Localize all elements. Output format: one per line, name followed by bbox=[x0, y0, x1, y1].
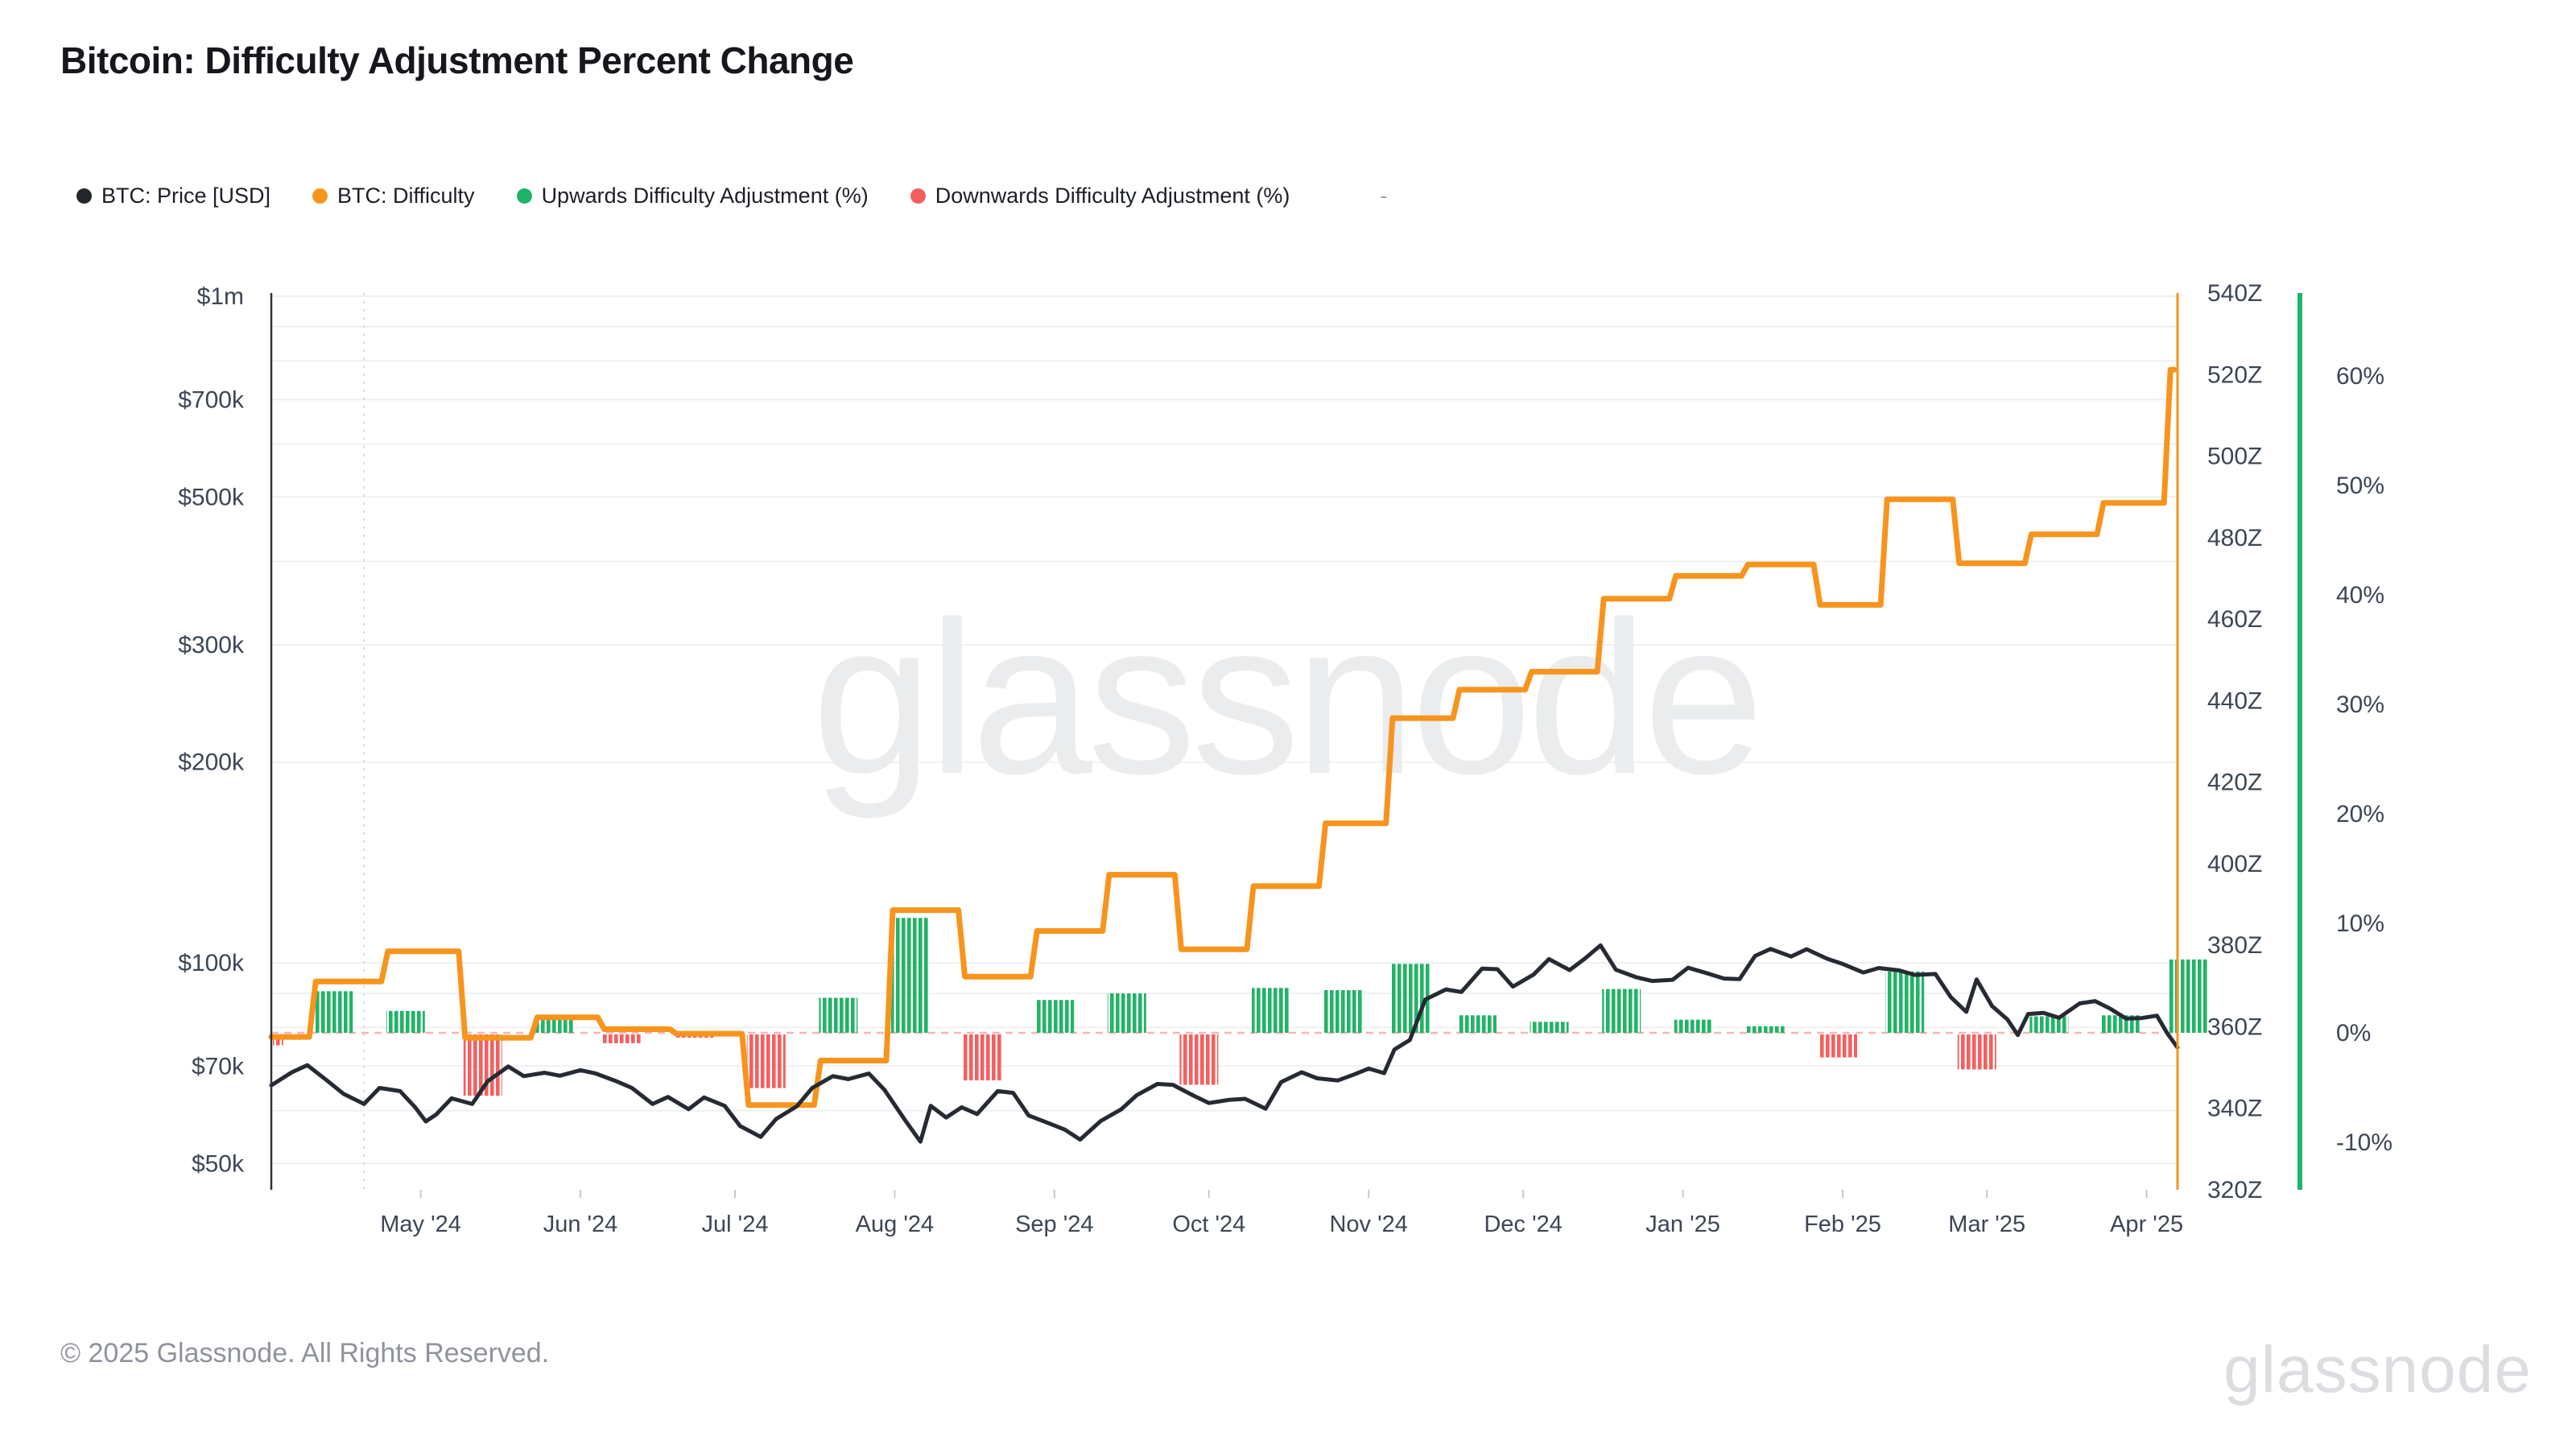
upward-adjustment-bar bbox=[819, 997, 858, 1033]
x-axis-month-label: Jan '25 bbox=[1645, 1212, 1720, 1237]
page-title: Bitcoin: Difficulty Adjustment Percent C… bbox=[60, 39, 854, 81]
x-axis-month-label: Nov '24 bbox=[1329, 1212, 1407, 1237]
difficulty-axis-label: 360Z bbox=[2207, 1013, 2262, 1040]
price-axis-label: $70k bbox=[192, 1053, 245, 1080]
upward-adjustment-bar bbox=[1746, 1026, 1785, 1033]
x-axis-month-label: Jul '24 bbox=[702, 1212, 769, 1237]
price-axis-label: $1m bbox=[197, 283, 244, 310]
upward-adjustment-bar bbox=[2169, 959, 2208, 1033]
percent-axis-label: 30% bbox=[2336, 691, 2384, 718]
difficulty-axis-label: 380Z bbox=[2207, 932, 2262, 959]
x-axis-month-label: Oct '24 bbox=[1172, 1212, 1245, 1237]
upward-adjustment-bar bbox=[1252, 988, 1290, 1033]
upward-adjustment-bar bbox=[1885, 971, 1925, 1033]
price-axis-label: $100k bbox=[178, 950, 245, 976]
percent-axis-label: 40% bbox=[2336, 582, 2384, 609]
legend-item-label: BTC: Price [USD] bbox=[101, 184, 271, 208]
upward-adjustment-bar bbox=[535, 1017, 575, 1033]
difficulty-axis-label: 420Z bbox=[2207, 770, 2262, 796]
price-axis-label: $50k bbox=[192, 1150, 245, 1177]
upward-adjustment-bar bbox=[1530, 1022, 1569, 1033]
upward-adjustment-bar bbox=[1602, 989, 1641, 1033]
difficulty-step-line bbox=[268, 366, 2178, 1108]
glassnode-logo: glassnode bbox=[2223, 1333, 2532, 1406]
downward-adjustment-bar bbox=[963, 1034, 1002, 1081]
legend-item-label: Upwards Difficulty Adjustment (%) bbox=[541, 184, 869, 208]
percent-axis-label: 0% bbox=[2336, 1020, 2371, 1046]
upward-adjustment-bar bbox=[1674, 1019, 1713, 1033]
difficulty-axis-label: 520Z bbox=[2207, 361, 2262, 388]
percent-axis-label: 60% bbox=[2336, 363, 2384, 390]
upward-adjustment-bar bbox=[891, 918, 930, 1033]
upward-adjustment-bar bbox=[314, 991, 353, 1033]
legend-dot-icon bbox=[910, 188, 926, 204]
x-axis-month-label: Aug '24 bbox=[856, 1212, 934, 1237]
price-axis-label: $200k bbox=[178, 749, 245, 776]
difficulty-axis-label: 440Z bbox=[2207, 687, 2262, 714]
x-axis-month-label: Feb '25 bbox=[1804, 1212, 1881, 1237]
legend-trailing-dash: - bbox=[1380, 184, 1388, 208]
x-axis-month-label: Sep '24 bbox=[1015, 1212, 1093, 1237]
upward-adjustment-bar bbox=[386, 1010, 425, 1033]
x-axis-month-label: Jun '24 bbox=[543, 1212, 618, 1237]
downward-adjustment-bar bbox=[1957, 1034, 1996, 1070]
downward-adjustment-bar bbox=[1179, 1034, 1219, 1085]
difficulty-axis-label: 460Z bbox=[2207, 606, 2262, 633]
price-axis-label: $700k bbox=[178, 386, 245, 413]
legend-item-label: BTC: Difficulty bbox=[337, 184, 475, 208]
upward-adjustment-bar bbox=[1035, 1000, 1075, 1033]
price-axis-label: $500k bbox=[178, 484, 245, 510]
difficulty-axis-label: 340Z bbox=[2207, 1096, 2262, 1122]
upward-adjustment-bar bbox=[1458, 1015, 1496, 1033]
price-axis-label: $300k bbox=[178, 632, 245, 658]
x-axis-month-label: May '24 bbox=[380, 1212, 461, 1237]
legend-dot-icon bbox=[516, 188, 532, 204]
btc-price-line bbox=[269, 943, 2180, 1144]
legend-item-0[interactable]: BTC: Price [USD] bbox=[76, 184, 270, 208]
glassnode-watermark: glassnode bbox=[812, 577, 1760, 820]
difficulty-axis-label: 540Z bbox=[2207, 280, 2262, 307]
legend: BTC: Price [USD] BTC: Difficulty Upwards D… bbox=[76, 184, 1387, 208]
percent-axis-label: 20% bbox=[2336, 801, 2384, 828]
legend-item-1[interactable]: BTC: Difficulty bbox=[312, 184, 475, 208]
upward-adjustment-bar bbox=[1323, 989, 1363, 1033]
upward-adjustment-bar bbox=[2029, 1016, 2069, 1033]
difficulty-axis-label: 400Z bbox=[2207, 851, 2262, 877]
upward-adjustment-bar bbox=[1107, 993, 1146, 1033]
percent-axis-label: -10% bbox=[2336, 1129, 2392, 1156]
legend-item-3[interactable]: Downwards Difficulty Adjustment (%) bbox=[910, 184, 1290, 208]
upward-adjustment-bar bbox=[1390, 964, 1430, 1033]
percent-axis-label: 50% bbox=[2336, 473, 2384, 499]
difficulty-axis-label: 320Z bbox=[2207, 1177, 2262, 1203]
downward-adjustment-bar bbox=[746, 1034, 786, 1088]
percent-axis-label: 10% bbox=[2336, 910, 2384, 937]
downward-adjustment-bar bbox=[1818, 1034, 1857, 1058]
legend-item-2[interactable]: Upwards Difficulty Adjustment (%) bbox=[516, 184, 869, 208]
legend-dot-icon bbox=[312, 188, 328, 204]
x-axis-month-label: Apr '25 bbox=[2110, 1212, 2183, 1237]
difficulty-axis-label: 480Z bbox=[2207, 525, 2262, 551]
difficulty-axis-label: 500Z bbox=[2207, 444, 2262, 470]
downward-adjustment-bar bbox=[602, 1034, 642, 1043]
legend-dot-icon bbox=[76, 188, 92, 204]
legend-item-label: Downwards Difficulty Adjustment (%) bbox=[935, 184, 1290, 208]
x-axis-month-label: Mar '25 bbox=[1948, 1212, 2025, 1237]
x-axis-month-label: Dec '24 bbox=[1484, 1212, 1562, 1237]
footer-copyright: © 2025 Glassnode. All Rights Reserved. bbox=[60, 1338, 550, 1368]
